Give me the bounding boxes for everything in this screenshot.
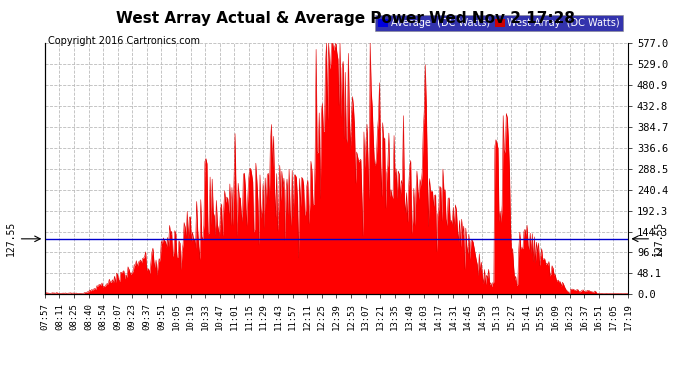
Text: Copyright 2016 Cartronics.com: Copyright 2016 Cartronics.com [48, 36, 200, 46]
Text: 127.55: 127.55 [6, 221, 16, 256]
Text: 127.55: 127.55 [654, 221, 664, 256]
Legend: Average  (DC Watts), West Array  (DC Watts): Average (DC Watts), West Array (DC Watts… [375, 15, 623, 31]
Text: West Array Actual & Average Power Wed Nov 2 17:28: West Array Actual & Average Power Wed No… [115, 11, 575, 26]
